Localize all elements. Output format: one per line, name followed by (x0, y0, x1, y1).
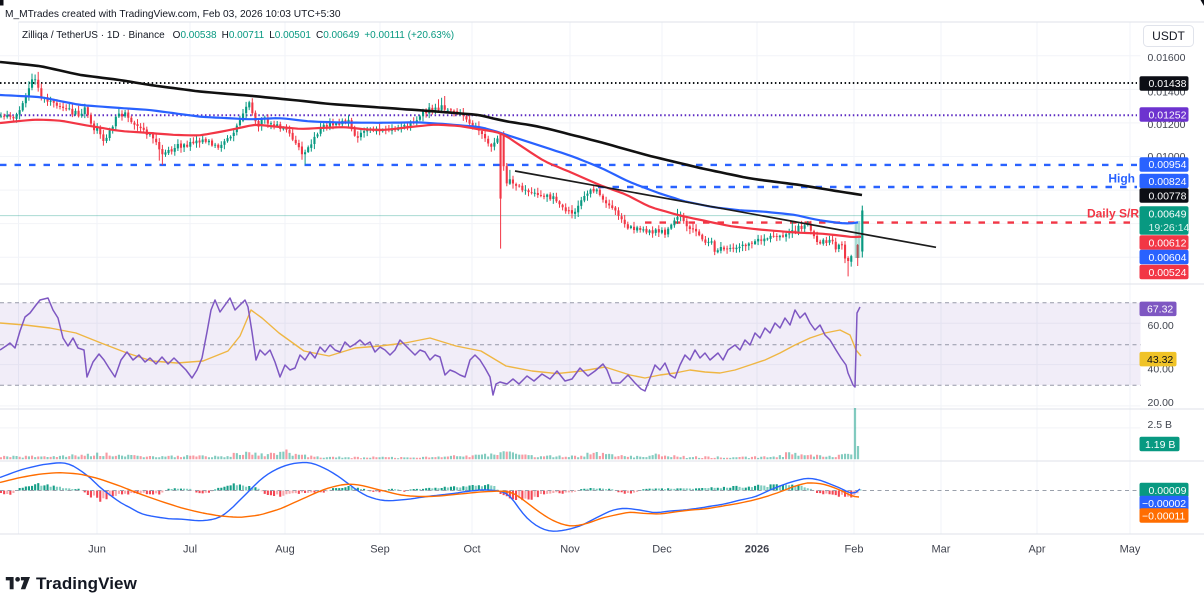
svg-text:0.00649: 0.00649 (1149, 208, 1187, 220)
svg-text:Feb: Feb (845, 544, 864, 556)
svg-text:2.5 B: 2.5 B (1148, 419, 1173, 431)
svg-text:0.00604: 0.00604 (1149, 252, 1187, 264)
svg-text:40.00: 40.00 (1148, 364, 1174, 376)
svg-text:Nov: Nov (560, 544, 580, 556)
svg-text:0.01600: 0.01600 (1148, 52, 1186, 64)
svg-text:60.00: 60.00 (1148, 320, 1174, 332)
svg-text:0.00954: 0.00954 (1149, 159, 1187, 171)
svg-text:USDT: USDT (1152, 29, 1185, 43)
svg-text:0.01252: 0.01252 (1149, 109, 1187, 121)
svg-text:2026: 2026 (745, 544, 769, 556)
svg-text:Oct: Oct (463, 544, 480, 556)
svg-text:0.00824: 0.00824 (1149, 176, 1187, 188)
svg-text:20.00: 20.00 (1148, 397, 1174, 409)
svg-text:Jun: Jun (88, 544, 106, 556)
svg-text:0.01438: 0.01438 (1149, 78, 1187, 90)
svg-text:Aug: Aug (275, 544, 295, 556)
svg-text:Jul: Jul (183, 544, 197, 556)
svg-text:−0.00002: −0.00002 (1142, 498, 1186, 510)
svg-text:0.00778: 0.00778 (1149, 190, 1187, 202)
svg-text:0.00009: 0.00009 (1149, 485, 1187, 497)
svg-text:M_MTrades created with Trading: M_MTrades created with TradingView.com, … (5, 9, 341, 20)
svg-text:Zilliqa / TetherUS · 1D · Bina: Zilliqa / TetherUS · 1D · Binance O0.0053… (22, 30, 454, 41)
svg-text:TradingView: TradingView (36, 574, 138, 593)
svg-text:1.19 B: 1.19 B (1145, 439, 1175, 451)
svg-text:19:26:14: 19:26:14 (1149, 222, 1190, 234)
svg-text:Mar: Mar (932, 544, 951, 556)
svg-text:0.01200: 0.01200 (1148, 119, 1186, 131)
svg-text:67.32: 67.32 (1147, 304, 1173, 316)
svg-text:−0.00011: −0.00011 (1142, 510, 1185, 522)
svg-text:Dec: Dec (652, 544, 672, 556)
svg-text:0.00524: 0.00524 (1149, 267, 1187, 279)
svg-text:High: High (1108, 172, 1135, 186)
svg-text:Sep: Sep (370, 544, 390, 556)
svg-text:May: May (1120, 544, 1141, 556)
svg-text:0.00612: 0.00612 (1149, 237, 1187, 249)
svg-text:43.32: 43.32 (1147, 354, 1173, 366)
svg-text:Daily S/R: Daily S/R (1087, 207, 1139, 221)
svg-text:Apr: Apr (1028, 544, 1045, 556)
